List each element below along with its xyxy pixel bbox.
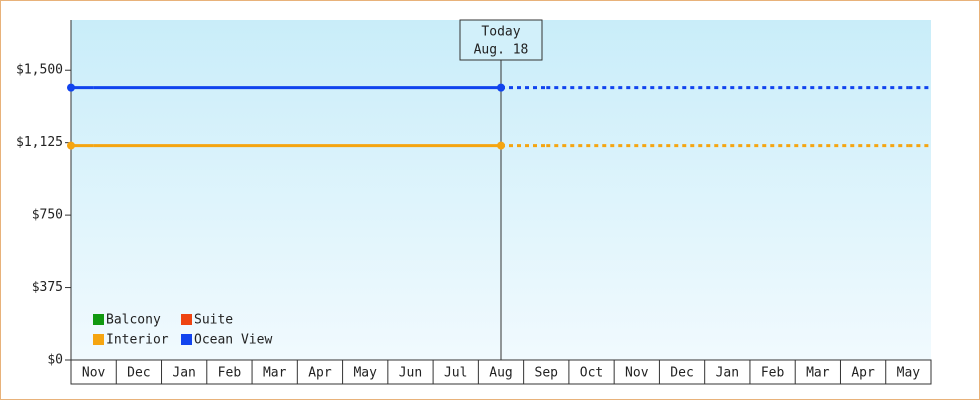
today-box xyxy=(459,19,543,61)
y-tick-label: $750 xyxy=(32,208,63,223)
x-tick-label: Nov xyxy=(625,366,649,381)
today-label: Aug. 18 xyxy=(474,43,529,58)
x-tick-label: Nov xyxy=(82,366,106,381)
legend-label: Ocean View xyxy=(194,333,272,348)
x-tick-label: Jan xyxy=(716,366,739,381)
y-tick-label: $0 xyxy=(47,353,63,368)
legend-swatch xyxy=(181,314,192,325)
x-tick-label: Feb xyxy=(218,366,242,381)
y-tick-label: $375 xyxy=(32,280,63,295)
x-tick-label: Mar xyxy=(263,366,287,381)
point xyxy=(497,83,505,92)
y-tick-label: $1,125 xyxy=(16,135,63,150)
legend-label: Interior xyxy=(106,333,169,348)
today-label: Today xyxy=(481,25,520,40)
x-tick-label: Jul xyxy=(444,366,467,381)
x-tick-label: Feb xyxy=(761,366,785,381)
x-tick-label: Jan xyxy=(172,366,195,381)
x-tick-label: Dec xyxy=(127,366,150,381)
x-tick-label: Apr xyxy=(851,366,875,381)
x-tick-label: May xyxy=(897,366,921,381)
x-tick-label: Dec xyxy=(670,366,693,381)
point xyxy=(497,141,505,150)
x-tick-label: Sep xyxy=(535,366,559,381)
x-axis-box xyxy=(70,359,932,385)
x-tick-label: Apr xyxy=(308,366,332,381)
point xyxy=(67,83,75,92)
x-tick-label: Oct xyxy=(580,366,603,381)
legend-label: Suite xyxy=(194,313,233,328)
legend-swatch xyxy=(93,314,104,325)
y-tick-label: $1,500 xyxy=(16,63,63,78)
legend-swatch xyxy=(93,334,104,345)
legend-swatch xyxy=(181,334,192,345)
x-tick-label: Mar xyxy=(806,366,830,381)
x-tick-label: May xyxy=(353,366,377,381)
x-tick-label: Aug xyxy=(489,366,512,381)
point xyxy=(67,141,75,150)
x-tick-label: Jun xyxy=(399,366,422,381)
legend-label: Balcony xyxy=(106,313,161,328)
